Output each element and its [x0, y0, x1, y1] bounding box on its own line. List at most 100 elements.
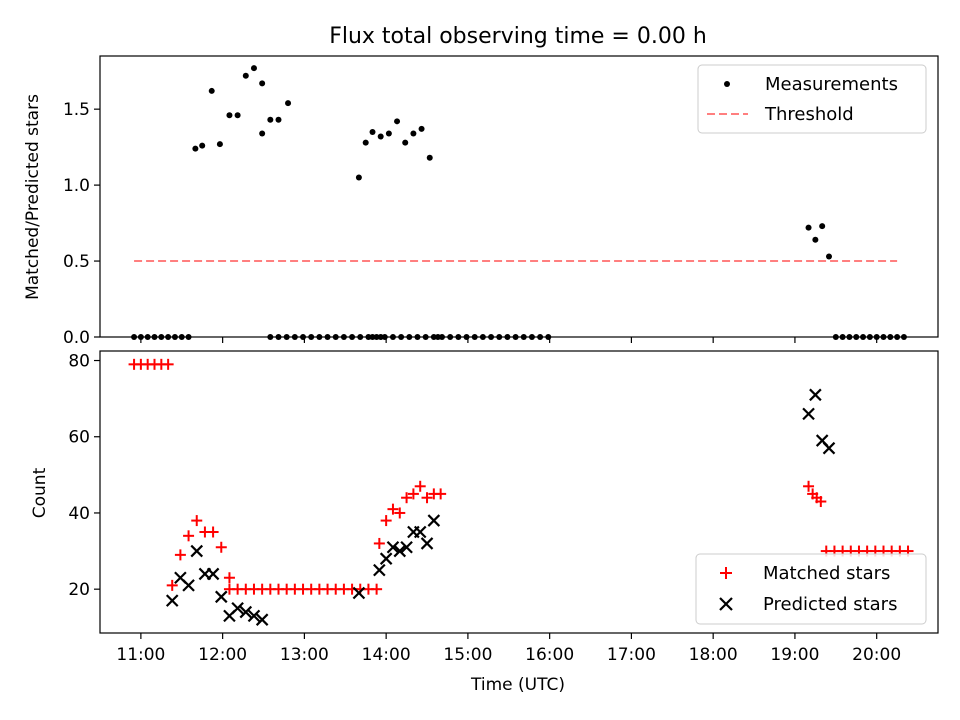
- bottom-plot-frame: [99, 350, 939, 634]
- x-tick-label: 20:00: [852, 645, 901, 665]
- x-axis-label: Time (UTC): [470, 675, 565, 695]
- measurement-point: [819, 223, 826, 230]
- predicted-star-point: [809, 388, 822, 402]
- measurement-point: [385, 130, 392, 137]
- top-plot-frame: [99, 55, 939, 338]
- measurement-point: [285, 100, 292, 107]
- matched-star-point: [162, 358, 174, 370]
- predicted-star-point: [822, 441, 836, 455]
- bottom-data-marks: [128, 358, 914, 626]
- matched-star-point: [207, 526, 219, 538]
- predicted-star-point: [802, 407, 815, 421]
- legend-matched-marker: [720, 567, 732, 579]
- predicted-star-point: [427, 514, 441, 527]
- legend-predicted-label: Predicted stars: [763, 594, 897, 615]
- x-tick-label: 16:00: [525, 645, 574, 665]
- measurement-point: [825, 253, 832, 260]
- measurement-point: [410, 130, 417, 137]
- top-y-tick-label: 0.0: [63, 328, 90, 348]
- predicted-star-point: [165, 594, 179, 607]
- measurement-point: [226, 112, 233, 119]
- predicted-star-point: [206, 567, 220, 581]
- matched-star-point: [215, 541, 227, 553]
- measurement-point: [275, 116, 282, 123]
- matched-star-point: [223, 572, 235, 584]
- legend-threshold-label: Threshold: [764, 104, 854, 125]
- legend-measurements-marker: [724, 81, 730, 87]
- predicted-star-point: [190, 544, 204, 558]
- matched-star-point: [407, 488, 419, 500]
- figure-title: Flux total observing time = 0.00 h: [329, 24, 707, 49]
- matched-star-point: [371, 583, 383, 595]
- top-y-axis-label: Matched/Predicted stars: [23, 94, 43, 300]
- measurement-point: [259, 130, 266, 137]
- measurement-point: [402, 139, 409, 146]
- measurement-point: [259, 80, 266, 87]
- predicted-star-point: [413, 525, 427, 539]
- predicted-star-point: [255, 613, 269, 626]
- predicted-star-point: [386, 540, 400, 554]
- measurement-point: [192, 145, 199, 152]
- top-y-tick-label: 1.0: [63, 176, 90, 196]
- x-tick-label: 11:00: [116, 645, 165, 665]
- measurement-point: [355, 174, 362, 181]
- measurement-point: [418, 125, 425, 132]
- x-tick-label: 19:00: [770, 645, 819, 665]
- bottom-y-ticks: 20 40 60 80: [68, 352, 100, 600]
- matched-star-point: [414, 480, 426, 492]
- measurement-point: [250, 65, 257, 72]
- matched-star-point: [380, 515, 392, 527]
- measurement-point: [267, 116, 274, 123]
- top-y-tick-label: 1.5: [63, 100, 90, 120]
- measurement-point: [377, 133, 384, 140]
- predicted-star-point: [231, 601, 244, 615]
- top-legend-box: [697, 64, 927, 134]
- bottom-panel: Count Time (UTC) 20 40 60 80 11:00 12:00 13:0…: [30, 350, 939, 695]
- top-y-tick-label: 0.5: [63, 252, 90, 272]
- bottom-legend: Matched stars Predicted stars: [695, 553, 927, 625]
- x-tick-label: 13:00: [280, 645, 329, 665]
- measurement-point: [234, 112, 241, 119]
- matched-star-point: [387, 503, 399, 515]
- legend-predicted-marker: [719, 597, 733, 611]
- predicted-star-point: [400, 540, 413, 554]
- matched-star-point: [394, 507, 406, 519]
- measurement-point: [426, 154, 433, 161]
- matched-star-point: [815, 496, 827, 508]
- matched-star-point: [435, 488, 447, 500]
- bottom-y-tick-label: 60: [68, 428, 90, 448]
- predicted-star-point: [214, 590, 228, 604]
- x-tick-label: 18:00: [689, 645, 738, 665]
- matched-star-point: [166, 579, 178, 591]
- top-panel: Matched/Predicted stars 0.0 0.5 1.0 1.5 Mea…: [23, 55, 939, 348]
- matched-star-point: [183, 530, 195, 542]
- measurement-point: [362, 139, 369, 146]
- bottom-y-tick-label: 20: [68, 580, 90, 600]
- bottom-y-tick-label: 40: [68, 504, 90, 524]
- measurement-point: [812, 236, 819, 243]
- predicted-star-point: [182, 579, 195, 592]
- measurement-point: [805, 224, 812, 231]
- predicted-star-point: [379, 552, 393, 565]
- legend-measurements-label: Measurements: [765, 74, 898, 95]
- bottom-legend-box: [695, 553, 927, 625]
- predicted-star-point: [247, 609, 261, 623]
- top-legend: Measurements Threshold: [697, 64, 927, 134]
- matched-star-point: [421, 492, 433, 504]
- matched-star-point: [373, 537, 385, 549]
- predicted-star-point: [239, 605, 253, 619]
- predicted-star-point: [373, 563, 386, 577]
- predicted-star-point: [393, 544, 407, 558]
- measurement-point: [394, 118, 401, 125]
- x-tick-label: 17:00: [607, 645, 656, 665]
- matched-star-point: [191, 515, 203, 527]
- predicted-star-point: [420, 537, 434, 550]
- bottom-x-ticks: 11:00 12:00 13:00 14:00 15:00 16:00 17:00 18:00…: [116, 633, 901, 665]
- x-tick-label: 12:00: [198, 645, 247, 665]
- matched-star-point: [401, 492, 413, 504]
- x-tick-label: 14:00: [362, 645, 411, 665]
- bottom-y-tick-label: 80: [68, 352, 90, 372]
- measurement-point: [208, 87, 215, 94]
- top-y-ticks: 0.0 0.5 1.0 1.5: [63, 100, 100, 348]
